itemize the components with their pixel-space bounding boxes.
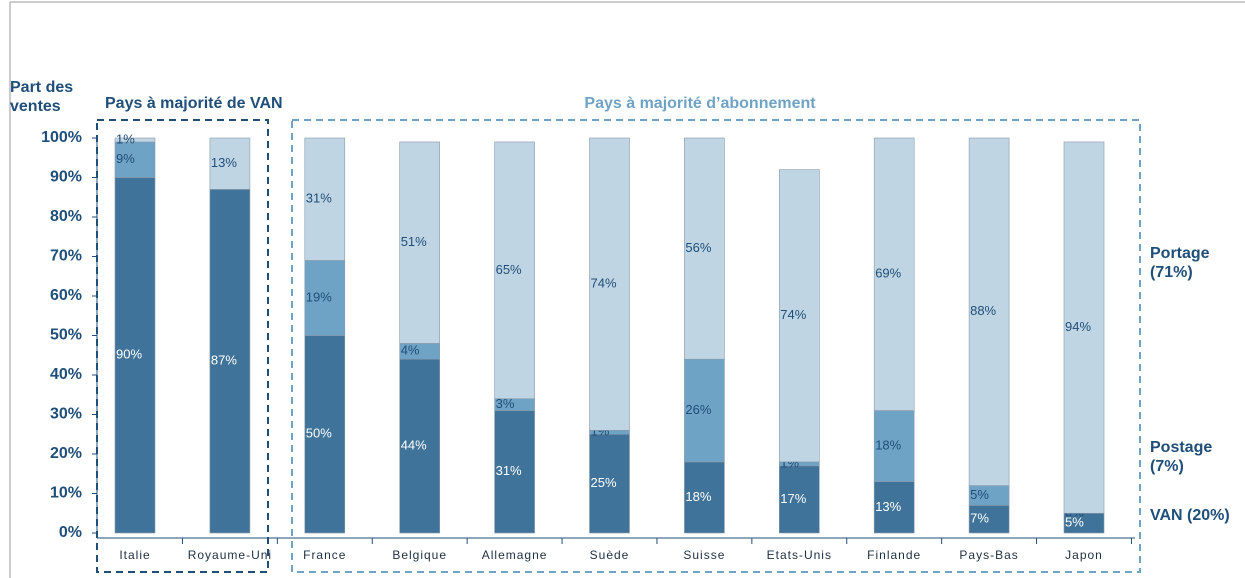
data-label: 31% — [496, 463, 522, 478]
data-label: 44% — [401, 438, 427, 453]
data-label: 74% — [780, 307, 806, 322]
bar-segment — [209, 137, 251, 190]
bar-segment — [778, 169, 820, 463]
data-label: 19% — [306, 289, 332, 304]
x-tick-label: Japon — [1065, 548, 1103, 562]
y-tick-label: 50% — [50, 327, 82, 344]
legend-label: Portage (71%) — [1150, 245, 1210, 281]
data-label: 1% — [116, 131, 135, 146]
x-tick-label: Suisse — [683, 548, 725, 562]
bar-segment — [304, 335, 346, 534]
data-label: 94% — [1065, 319, 1091, 334]
y-tick-label: 80% — [50, 208, 82, 225]
group-box — [291, 119, 1141, 573]
x-tick-label: Italie — [119, 548, 150, 562]
data-label: 26% — [685, 402, 711, 417]
x-tick-label: Etats-Unis — [767, 548, 832, 562]
bar-segment — [589, 137, 630, 431]
x-tick-label: Finlande — [867, 548, 921, 562]
bar-segment — [1063, 141, 1105, 514]
data-label: 18% — [685, 489, 711, 504]
data-label: 25% — [591, 475, 617, 490]
bar-segment — [399, 141, 441, 344]
data-label: 13% — [211, 155, 237, 170]
data-label: 13% — [875, 499, 901, 514]
y-tick-label: 60% — [50, 287, 82, 304]
y-tick-label: 90% — [50, 169, 82, 186]
y-tick-label: 0% — [59, 524, 82, 541]
x-tick-label: Royaume-Uni — [188, 548, 272, 562]
y-tick-label: 100% — [41, 129, 82, 146]
x-tick-label: Suède — [590, 548, 630, 562]
bar-segment — [684, 137, 725, 360]
data-label: 5% — [970, 487, 989, 502]
legend-label: VAN (20%) — [1150, 507, 1230, 524]
data-label: 87% — [211, 353, 237, 368]
data-label: 17% — [780, 491, 806, 506]
legend-label: Postage (7%) — [1150, 439, 1213, 475]
data-label: 31% — [306, 191, 332, 206]
bar-segment — [873, 410, 915, 482]
bar-segment — [494, 141, 535, 399]
data-label: 65% — [496, 262, 522, 277]
data-label: 9% — [116, 151, 135, 166]
bar-segment — [494, 410, 535, 534]
x-tick-label: Pays-Bas — [959, 548, 1018, 562]
y-tick-label: 70% — [50, 248, 82, 265]
data-label: 50% — [306, 426, 332, 441]
data-label: 88% — [970, 303, 996, 318]
bar-segment — [304, 260, 346, 336]
bar-segment — [209, 189, 251, 534]
data-label: 7% — [970, 511, 989, 526]
group-label: Pays à majorité de VAN — [105, 95, 283, 112]
bar-segment — [684, 461, 725, 534]
y-tick-label: 40% — [50, 366, 82, 383]
y-axis-label: Part des ventes — [10, 79, 74, 115]
y-tick-label: 20% — [50, 445, 82, 462]
data-label: 51% — [401, 234, 427, 249]
bar-segment — [873, 137, 915, 411]
bar-segment — [399, 358, 441, 534]
y-tick-label: 10% — [50, 485, 82, 502]
bar-segment — [968, 137, 1010, 486]
bar-segment — [114, 137, 156, 143]
x-tick-label: Belgique — [392, 548, 447, 562]
x-tick-label: France — [303, 548, 346, 562]
group-label: Pays à majorité d’abonnement — [584, 95, 816, 112]
data-label: 4% — [401, 343, 420, 358]
data-label: 18% — [875, 438, 901, 453]
data-label: 56% — [685, 240, 711, 255]
data-label: 5% — [1065, 515, 1084, 530]
bar-segment — [304, 137, 346, 261]
data-label: 3% — [496, 396, 515, 411]
bar-segment — [968, 505, 1010, 534]
y-tick-label: 30% — [50, 406, 82, 423]
data-label: 69% — [875, 266, 901, 281]
bar-segment — [684, 358, 725, 463]
data-label: 74% — [591, 276, 617, 291]
bar-segment — [589, 433, 630, 534]
x-tick-label: Allemagne — [482, 548, 548, 562]
data-label: 90% — [116, 347, 142, 362]
